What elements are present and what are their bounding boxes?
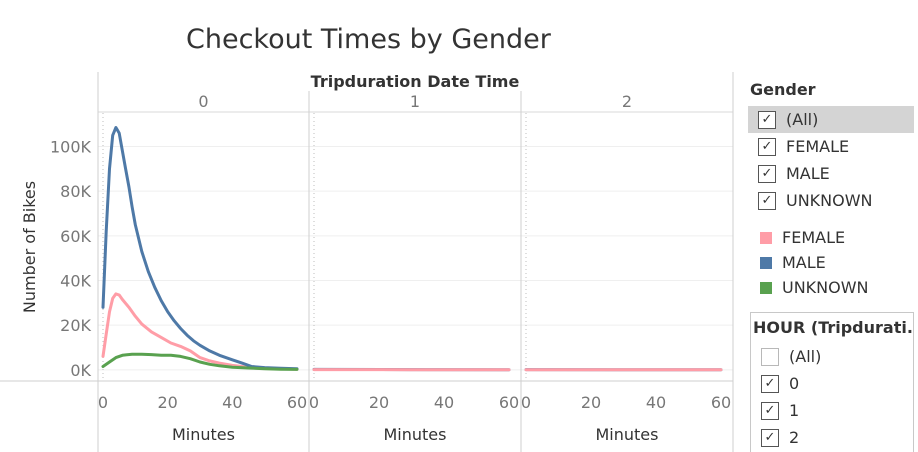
y-tick-label: 100K	[50, 138, 92, 157]
legend-swatch	[760, 231, 772, 244]
checkbox-icon[interactable]: ✓	[758, 191, 776, 210]
hour-filter-item-2[interactable]: ✓ 2	[751, 424, 913, 451]
hour-filter-item-1[interactable]: ✓ 1	[751, 397, 913, 424]
x-tick-label: 0	[98, 393, 108, 412]
x-tick-label: 20	[369, 393, 389, 412]
x-axis-title: Minutes	[596, 425, 659, 444]
legend-item-female[interactable]: FEMALE	[748, 225, 914, 250]
gender-filter-title: Gender	[750, 80, 816, 99]
gender-filter-item-unknown[interactable]: ✓ UNKNOWN	[748, 187, 914, 214]
x-tick-label: 60	[499, 393, 519, 412]
y-axis-title: Number of Bikes	[20, 181, 39, 313]
legend-label: MALE	[782, 253, 826, 272]
gender-filter-label: UNKNOWN	[786, 191, 873, 210]
gender-filter-item-male[interactable]: ✓ MALE	[748, 160, 914, 187]
y-tick-label: 0K	[70, 361, 91, 380]
hour-filter-label: 1	[789, 401, 800, 420]
series-line-unknown	[101, 352, 299, 371]
x-tick-label: 40	[434, 393, 454, 412]
x-tick-label: 0	[309, 393, 319, 412]
column-header: Tripduration Date Time	[310, 72, 520, 91]
hour-filter-item-0[interactable]: ✓ 0	[751, 370, 913, 397]
checkbox-icon[interactable]: ✓	[761, 401, 779, 420]
x-tick-label: 20	[581, 393, 601, 412]
y-tick-label: 40K	[60, 272, 91, 291]
hour-filter-label: 0	[789, 374, 800, 393]
gender-filter-label: (All)	[786, 110, 819, 129]
legend-item-unknown[interactable]: UNKNOWN	[748, 275, 914, 300]
panel-header-label: 2	[622, 92, 632, 111]
hour-filter-label: 2	[789, 428, 800, 447]
x-tick-label: 20	[157, 393, 177, 412]
chart-title: Checkout Times by Gender	[186, 24, 551, 55]
checkbox-icon[interactable]: ✓	[761, 374, 779, 393]
panel-header-label: 1	[410, 92, 420, 111]
gender-filter: Gender ✓ (All) ✓ FEMALE ✓ MALE ✓ UNKNOWN	[748, 78, 914, 214]
x-axis-title: Minutes	[384, 425, 447, 444]
y-tick-label: 20K	[60, 316, 91, 335]
x-tick-label: 40	[222, 393, 242, 412]
x-tick-label: 60	[287, 393, 307, 412]
checkbox-icon[interactable]: ✓	[758, 164, 776, 183]
hour-filter-label: (All)	[789, 347, 822, 366]
legend-swatch	[760, 281, 772, 294]
y-tick-label: 80K	[60, 182, 91, 201]
gender-filter-label: MALE	[786, 164, 830, 183]
legend-swatch	[760, 256, 772, 269]
legend-item-male[interactable]: MALE	[748, 250, 914, 275]
legend-label: UNKNOWN	[782, 278, 869, 297]
panel-header-label: 0	[198, 92, 208, 111]
hour-filter-title: HOUR (Tripdurati..	[753, 318, 913, 337]
x-tick-label: 60	[711, 393, 731, 412]
color-legend: FEMALE MALE UNKNOWN	[748, 225, 914, 300]
x-tick-label: 0	[521, 393, 531, 412]
series-line-female	[101, 292, 299, 371]
gender-filter-item-female[interactable]: ✓ FEMALE	[748, 133, 914, 160]
hour-filter: HOUR (Tripdurati.. (All) ✓ 0 ✓ 1 ✓ 2	[750, 312, 914, 452]
gender-filter-item-all[interactable]: ✓ (All)	[748, 106, 914, 133]
x-tick-label: 40	[646, 393, 666, 412]
hour-filter-item-all[interactable]: (All)	[751, 343, 913, 370]
checkbox-icon[interactable]	[761, 347, 779, 366]
series-line-male	[101, 126, 299, 371]
checkbox-icon[interactable]: ✓	[758, 110, 776, 129]
y-tick-label: 60K	[60, 227, 91, 246]
checkbox-icon[interactable]: ✓	[761, 428, 779, 447]
checkbox-icon[interactable]: ✓	[758, 137, 776, 156]
gender-filter-label: FEMALE	[786, 137, 850, 156]
legend-label: FEMALE	[782, 228, 846, 247]
x-axis-title: Minutes	[172, 425, 235, 444]
